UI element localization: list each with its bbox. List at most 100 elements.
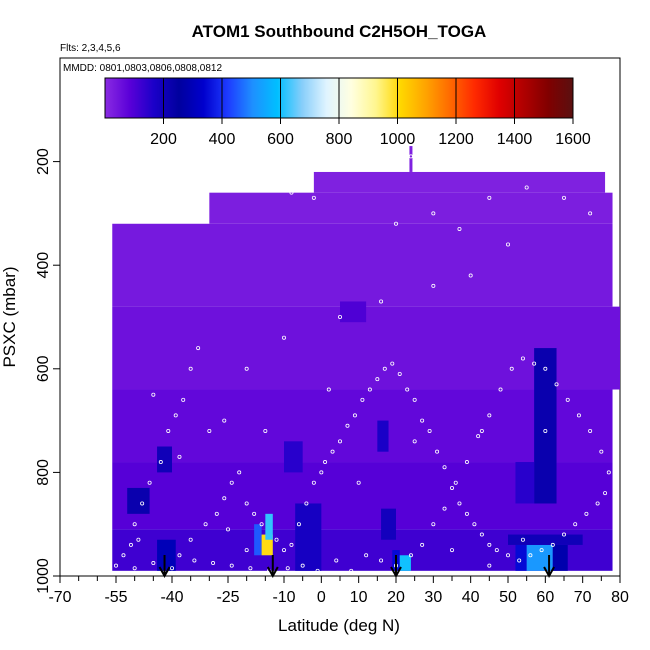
sample-point (188, 537, 193, 542)
heatmap-cell (340, 301, 367, 323)
sample-point (281, 548, 286, 553)
heatmap-cell (157, 446, 172, 473)
sample-point (203, 522, 208, 527)
sample-point (505, 553, 510, 558)
sample-point (476, 434, 481, 439)
sample-point (296, 522, 301, 527)
sample-point (397, 371, 402, 376)
plot-area: MMDD: 0801,0803,0806,0808,0812 (59, 57, 621, 579)
sample-point (244, 548, 249, 553)
heatmap-cell (313, 171, 606, 193)
sample-point (323, 460, 328, 465)
sample-point (352, 413, 357, 418)
sample-point (532, 361, 537, 366)
sample-point (196, 346, 201, 351)
sample-point (595, 501, 600, 506)
sample-point (431, 211, 436, 216)
y-tick-label: 1000 (35, 558, 52, 594)
sample-point (562, 532, 567, 537)
x-tick-label: 70 (574, 589, 592, 606)
sample-point (237, 470, 242, 475)
sample-point (505, 242, 510, 247)
sample-point (494, 548, 499, 553)
flights-label: Flts: 2,3,4,5,6 (60, 43, 121, 54)
sample-point (128, 542, 133, 547)
heatmap-cell (377, 420, 389, 452)
sample-point (158, 460, 163, 465)
sample-point (379, 558, 384, 563)
sample-point (524, 185, 529, 190)
sample-point (229, 480, 234, 485)
x-tick-label: -40 (160, 589, 183, 606)
sample-point (588, 211, 593, 216)
sample-point (173, 413, 178, 418)
sample-point (259, 522, 264, 527)
sample-point (517, 558, 522, 563)
sample-point (181, 397, 186, 402)
sample-point (431, 522, 436, 527)
sample-point (304, 501, 309, 506)
sample-point (487, 563, 492, 568)
sample-point (487, 542, 492, 547)
sample-point (114, 563, 119, 568)
colorbar-tick-label: 1400 (497, 131, 533, 148)
colorbar-tick-label: 800 (326, 131, 353, 148)
heatmap-cell (399, 555, 411, 571)
sample-point (252, 511, 257, 516)
heatmap-cell (295, 503, 322, 571)
y-tick-label: 200 (35, 148, 52, 175)
sample-point (543, 366, 548, 371)
heatmap-cell (534, 348, 557, 504)
colorbar-tick-label: 200 (150, 131, 177, 148)
sample-point (330, 449, 335, 454)
flight-arrow (543, 555, 555, 579)
sample-point (263, 428, 268, 433)
x-tick-label: 50 (499, 589, 517, 606)
sample-point (412, 439, 417, 444)
x-tick-label: 10 (350, 589, 368, 606)
heatmap-cell (157, 539, 176, 571)
heatmap-layer (112, 146, 621, 571)
x-tick-label: -25 (216, 589, 239, 606)
sample-point (442, 506, 447, 511)
sample-point (382, 366, 387, 371)
sample-point (431, 283, 436, 288)
sample-point (244, 366, 249, 371)
sample-point (289, 542, 294, 547)
sample-point (222, 418, 227, 423)
sample-point (274, 537, 279, 542)
sample-point (479, 532, 484, 537)
heatmap-cell (552, 544, 568, 571)
sample-point (289, 190, 294, 195)
sample-point (449, 548, 454, 553)
sample-point (528, 553, 533, 558)
sample-point (509, 366, 514, 371)
colorbar-tick-label: 400 (209, 131, 236, 148)
sample-point (132, 522, 137, 527)
colorbar-tick-label: 1200 (438, 131, 474, 148)
sample-point (285, 566, 290, 571)
sample-point (367, 387, 372, 392)
sample-point (222, 496, 227, 501)
sample-point (360, 397, 365, 402)
heatmap-cell (409, 146, 413, 172)
heatmap-cell (127, 487, 150, 514)
sample-point (457, 501, 462, 506)
sample-point (606, 470, 611, 475)
heatmap-cell (261, 534, 273, 556)
sample-point (576, 413, 581, 418)
x-tick-label: 60 (536, 589, 554, 606)
sample-point (554, 382, 559, 387)
sample-point (408, 154, 413, 159)
sample-point (405, 387, 410, 392)
colorbar-tick-label: 600 (267, 131, 294, 148)
sample-point (375, 377, 380, 382)
sample-point (588, 428, 593, 433)
sample-point (188, 366, 193, 371)
flight-arrow (158, 555, 171, 579)
sample-point (225, 527, 230, 532)
sample-point (472, 522, 477, 527)
sample-point (464, 460, 469, 465)
sample-point (248, 566, 253, 571)
y-tick-label: 600 (35, 355, 52, 382)
